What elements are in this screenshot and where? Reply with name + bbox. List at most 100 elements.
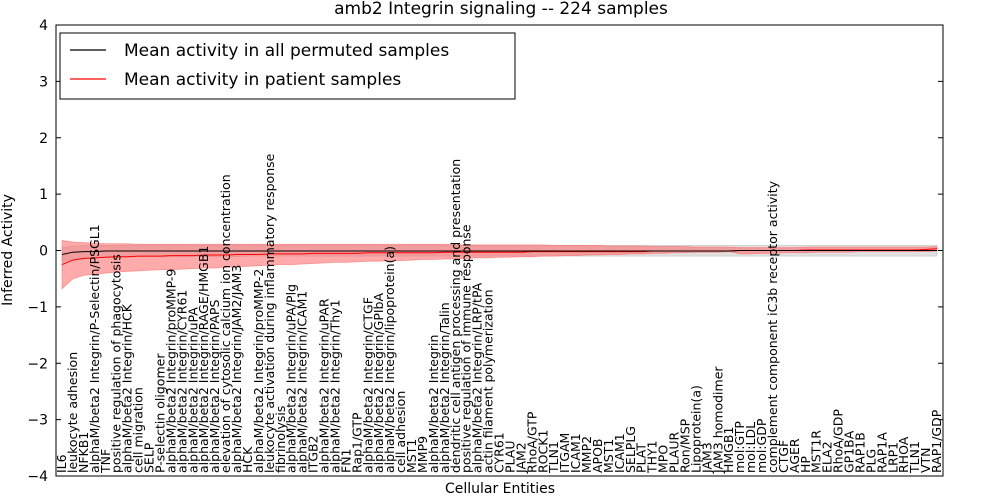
category-label: mol:LDL [743, 422, 758, 473]
category-label: APOB [590, 438, 605, 473]
y-tick-label: 4 [39, 18, 48, 34]
category-label: PLG [863, 449, 878, 473]
category-label: RAP1/GDP [929, 409, 944, 473]
category-label: alphaM/beta2 Integrin/lipoprotein(a) [382, 246, 397, 473]
category-label: ICAM1 [612, 433, 627, 473]
y-tick-label: −1 [27, 300, 48, 316]
category-label: leukocyte adhesion [65, 352, 80, 473]
category-label: LRP1 [885, 442, 900, 473]
y-tick-label: −3 [27, 413, 48, 429]
legend-box [59, 32, 516, 100]
band-patient [61, 239, 938, 290]
category-label: ROCK1 [535, 430, 550, 473]
category-label: cell adhesion [393, 391, 408, 473]
category-label: JAM3 homodimer [710, 366, 725, 474]
y-axis-label: Inferred Activity [0, 194, 16, 306]
category-label: alphaM/beta2 Integrin/LRP/tPA [470, 282, 485, 473]
category-label: fibrinolysis [273, 406, 288, 473]
category-label: MMP9 [415, 436, 430, 473]
category-label: Rap1/GTP [349, 412, 364, 473]
category-label: alphaM/beta2 Integrin/HCK [120, 303, 135, 473]
category-label: IL6 [54, 454, 69, 473]
y-axis-ticks: −4 −3 −2 −1 0 1 2 3 4 [27, 18, 943, 485]
category-label: complement component iC3b receptor activ… [765, 180, 780, 473]
category-label: ITGB2 [306, 435, 321, 473]
category-label: CYR61 [492, 432, 507, 473]
category-label: MST1 [404, 439, 419, 473]
y-tick-label: 3 [39, 74, 48, 90]
category-label: ICAM1 [568, 433, 583, 473]
category-label: MMP2 [579, 436, 594, 473]
category-label: mol:GTP [732, 421, 747, 473]
category-label: alphaM/beta2 Integrin/proMMP-2 [251, 269, 266, 473]
category-label: alphaM/beta2 Integrin/ICAM1 [295, 291, 310, 473]
category-label: MST1R [809, 430, 824, 473]
category-label: alphaM/beta2 Integrin/PAPS [207, 300, 222, 473]
legend-label-permuted: Mean activity in all permuted samples [124, 41, 449, 61]
y-tick-label: 2 [39, 131, 48, 147]
category-label: alphaM/beta2 Integrin/uPA/Plg [284, 284, 299, 473]
category-label: CTGF [776, 440, 791, 473]
legend: Mean activity in all permuted samples Me… [59, 32, 516, 100]
category-label: TNF [98, 449, 113, 474]
category-label: P-selectin oligomer [152, 353, 167, 473]
y-tick-label: 1 [39, 187, 48, 203]
y-tick-label: −4 [27, 469, 48, 485]
category-label: JAM2 [513, 442, 528, 474]
category-label: HP [798, 456, 813, 473]
category-label: alphaM/beta2 Integrin/CTGF [360, 297, 375, 473]
category-label: dendritic cell antigen processing and pr… [448, 159, 463, 473]
category-label: alphaM/beta2 Integrin/uPA [185, 307, 200, 473]
category-label: AGER [787, 438, 802, 473]
chart-title: amb2 Integrin signaling -- 224 samples [334, 0, 668, 19]
category-label: GP1BA [842, 430, 857, 473]
category-label: RhoA/GDP [831, 409, 846, 473]
category-label: alphaM/beta2 Integrin/CYR61 [174, 290, 189, 473]
category-label: positive regulation of immune response [459, 224, 474, 473]
category-label: RAP1B [852, 432, 867, 473]
category-label: alphaM/beta2 Integrin [426, 335, 441, 473]
category-label: alphaM/beta2 Integrin/proMMP-9 [163, 269, 178, 473]
y-tick-label: −2 [27, 356, 48, 372]
category-label: alphaM/beta2 Integrin/Talin [437, 302, 452, 473]
category-label: elevation of cytosolic calcium ion conce… [218, 174, 233, 473]
category-label: cell migration [131, 387, 146, 473]
category-label: MPO [656, 445, 671, 473]
category-label: PLAUR [667, 432, 682, 473]
category-label: alphaM/beta2 Integrin/uPAR [317, 298, 332, 473]
category-label: alphaM/beta2 Integrin/JAM2/JAM3 [229, 265, 244, 473]
category-label: HCK [240, 446, 255, 473]
plot-area [61, 239, 938, 290]
category-label: alphaM/beta2 Integrin/Thy1 [327, 299, 342, 473]
category-label: SELPLG [623, 426, 638, 473]
category-label: actin filament polymerization [481, 289, 496, 473]
category-label: TLN1 [907, 441, 922, 474]
category-label: Ron/MSP [677, 418, 692, 473]
category-label: RHOA [896, 436, 911, 473]
category-label: alphaM/beta2 Integrin/P-Selectin/PSGL1 [87, 224, 102, 473]
category-label: RAP1A [874, 432, 889, 473]
category-label: ELA2 [820, 441, 835, 473]
category-label: THY1 [645, 440, 660, 474]
category-label: MST1 [601, 439, 616, 473]
y-tick-label: 0 [39, 244, 48, 260]
category-label: NFKB1 [76, 432, 91, 473]
category-label: SELP [142, 442, 157, 473]
category-label: RhoA/GTP [524, 411, 539, 473]
category-label: VTN [918, 447, 933, 473]
line-permuted [61, 250, 937, 255]
x-axis-label: Cellular Entities [445, 481, 555, 497]
category-label: JAM3 [699, 442, 714, 474]
category-label: PLAT [634, 443, 649, 473]
category-label: PLAU [502, 441, 517, 474]
category-label: leukocyte activation during inflammatory… [262, 153, 277, 473]
category-label: ITGAM [557, 433, 572, 473]
category-label: alphaM/beta2 Integrin/GPIbA [371, 293, 386, 473]
legend-label-patient: Mean activity in patient samples [124, 70, 401, 90]
category-label: HMGB1 [721, 427, 736, 473]
category-label: TLN1 [546, 441, 561, 474]
category-label: mol:GDP [754, 418, 769, 473]
category-label: positive regulation of phagocytosis [109, 254, 124, 473]
